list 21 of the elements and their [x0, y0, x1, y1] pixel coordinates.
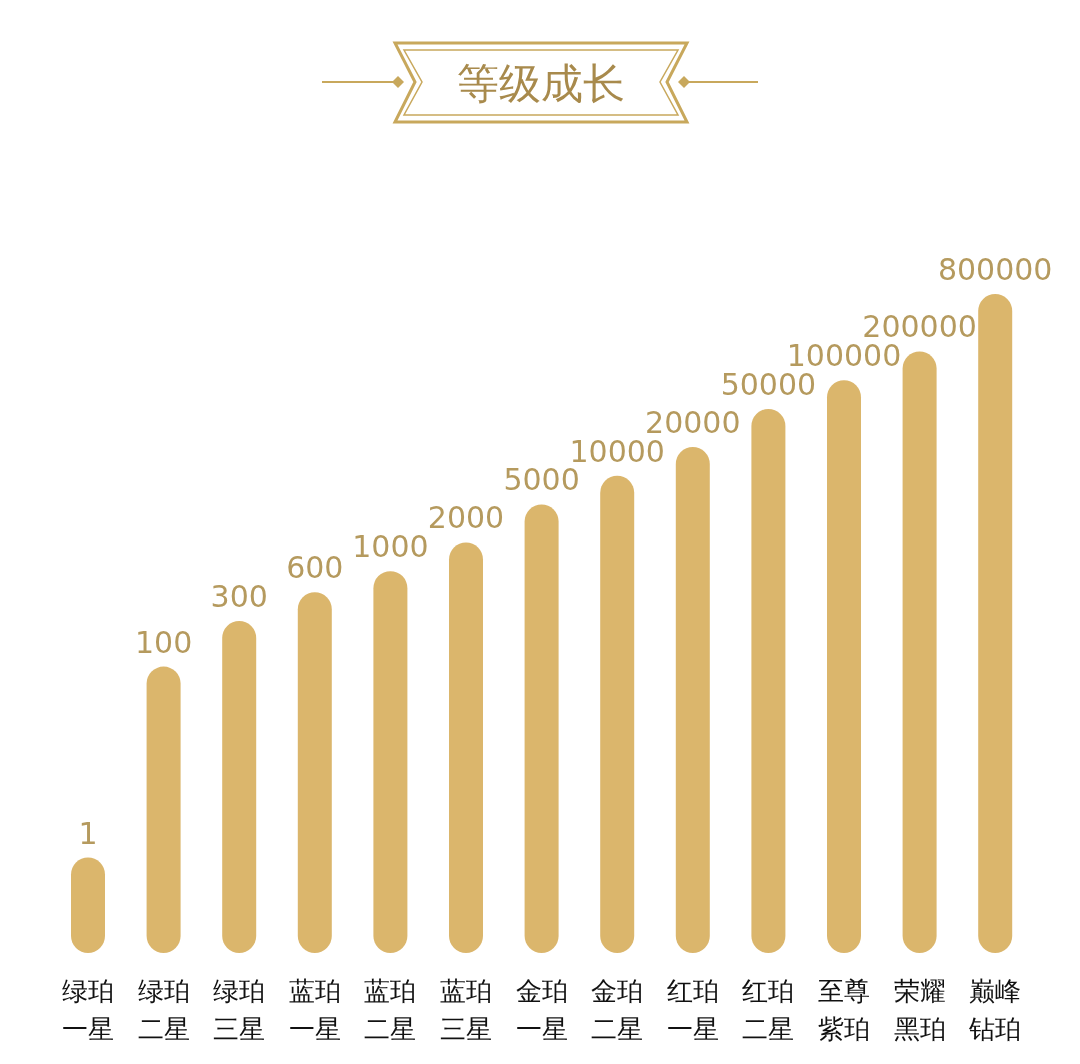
x-tick-label: 金珀一星 — [515, 976, 568, 1044]
data-label: 1 — [78, 815, 98, 851]
data-label: 600 — [286, 550, 344, 586]
x-tick-label: 绿珀一星 — [62, 976, 114, 1044]
x-tick-label: 红珀一星 — [666, 976, 719, 1044]
chart-title: 等级成长 — [457, 59, 625, 108]
x-tick-label: 蓝珀一星 — [288, 976, 341, 1044]
data-label: 100 — [134, 624, 193, 660]
x-tick-label: 至尊紫珀 — [818, 976, 870, 1044]
x-tick-label: 红珀二星 — [742, 976, 795, 1044]
data-label: 800000 — [937, 252, 1053, 287]
x-tick-label: 荣耀黑珀 — [893, 976, 946, 1044]
x-tick-label: 巅峰钻珀 — [968, 976, 1022, 1044]
data-label: 1000 — [352, 529, 429, 565]
data-label: 300 — [210, 579, 268, 615]
data-label: 2000 — [427, 500, 505, 536]
x-tick-label: 绿珀二星 — [137, 976, 190, 1044]
x-tick-label: 金珀二星 — [591, 976, 644, 1044]
x-tick-label: 绿珀三星 — [213, 976, 266, 1044]
x-tick-label: 蓝珀二星 — [364, 976, 417, 1044]
x-tick-label: 蓝珀三星 — [440, 976, 492, 1044]
